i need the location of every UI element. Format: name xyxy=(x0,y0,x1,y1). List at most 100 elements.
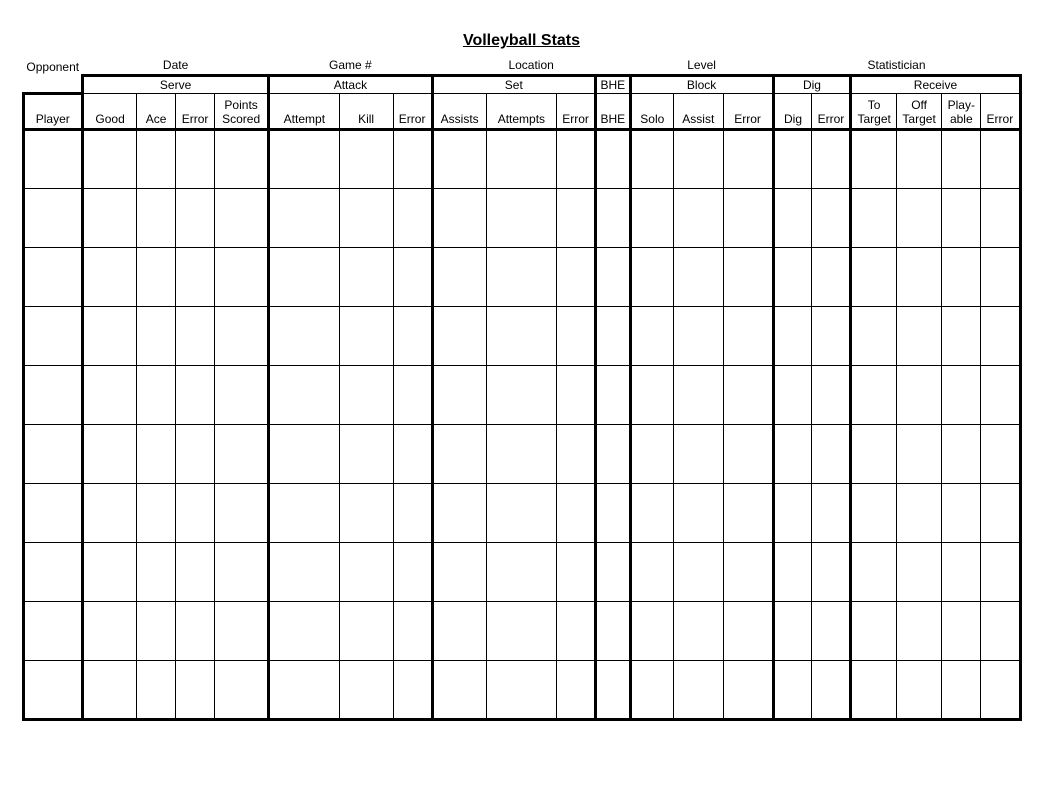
cell xyxy=(630,130,673,189)
cell xyxy=(896,543,941,602)
cell xyxy=(723,543,773,602)
col-bhe: BHE xyxy=(596,94,631,130)
cell xyxy=(630,189,673,248)
cell xyxy=(596,484,631,543)
cell xyxy=(137,307,176,366)
page-title: Volleyball Stats xyxy=(20,32,1023,50)
cell xyxy=(339,484,393,543)
cell xyxy=(981,543,1020,602)
cell xyxy=(812,189,851,248)
cell xyxy=(673,189,723,248)
cell xyxy=(432,425,486,484)
cell xyxy=(269,366,339,425)
cell xyxy=(630,661,673,720)
cell xyxy=(23,661,83,720)
cell xyxy=(896,248,941,307)
cell xyxy=(812,484,851,543)
cell xyxy=(557,307,596,366)
col-assist: Assist xyxy=(673,94,723,130)
cell xyxy=(630,425,673,484)
cell xyxy=(596,189,631,248)
table-row xyxy=(23,484,1020,543)
cell xyxy=(23,307,83,366)
cell xyxy=(269,130,339,189)
cell xyxy=(393,425,432,484)
cell xyxy=(773,661,812,720)
cell xyxy=(432,307,486,366)
cell xyxy=(215,189,269,248)
cell xyxy=(896,307,941,366)
cell xyxy=(137,543,176,602)
cell xyxy=(23,248,83,307)
cell xyxy=(176,425,215,484)
col-dig: Dig xyxy=(773,94,812,130)
cell xyxy=(23,130,83,189)
cell xyxy=(981,307,1020,366)
cell xyxy=(137,248,176,307)
cell xyxy=(981,484,1020,543)
col-playable: Play- able xyxy=(942,94,981,130)
table-row xyxy=(23,602,1020,661)
cell xyxy=(339,307,393,366)
cell xyxy=(176,248,215,307)
cell xyxy=(673,130,723,189)
cell xyxy=(630,307,673,366)
cell xyxy=(812,366,851,425)
cell xyxy=(215,248,269,307)
cell xyxy=(269,307,339,366)
cell xyxy=(269,425,339,484)
table-row xyxy=(23,425,1020,484)
cell xyxy=(215,307,269,366)
cell xyxy=(773,248,812,307)
col-player: Player xyxy=(23,94,83,130)
cell xyxy=(981,425,1020,484)
cell xyxy=(896,189,941,248)
col-good: Good xyxy=(83,94,137,130)
cell xyxy=(723,602,773,661)
cell xyxy=(269,484,339,543)
cell xyxy=(773,189,812,248)
cell xyxy=(432,661,486,720)
cell xyxy=(942,248,981,307)
cell xyxy=(630,602,673,661)
cell xyxy=(851,602,896,661)
cell xyxy=(773,130,812,189)
cell xyxy=(269,248,339,307)
cell xyxy=(176,661,215,720)
cell xyxy=(851,189,896,248)
cell xyxy=(339,425,393,484)
cell xyxy=(557,484,596,543)
cell xyxy=(432,130,486,189)
cell xyxy=(215,366,269,425)
cell xyxy=(723,189,773,248)
col-error-block: Error xyxy=(723,94,773,130)
cell xyxy=(812,543,851,602)
cell xyxy=(723,484,773,543)
cell xyxy=(942,543,981,602)
cell xyxy=(557,366,596,425)
cell xyxy=(176,602,215,661)
cell xyxy=(393,307,432,366)
cell xyxy=(486,307,556,366)
cell xyxy=(393,248,432,307)
cell xyxy=(773,543,812,602)
cell xyxy=(851,484,896,543)
cell xyxy=(23,189,83,248)
cell xyxy=(432,602,486,661)
table-row xyxy=(23,307,1020,366)
cell xyxy=(176,543,215,602)
group-header-row: Serve Attack Set BHE Block Dig Receive xyxy=(23,76,1020,94)
cell xyxy=(981,602,1020,661)
cell xyxy=(851,248,896,307)
cell xyxy=(339,661,393,720)
cell xyxy=(673,366,723,425)
col-error-attack: Error xyxy=(393,94,432,130)
cell xyxy=(851,661,896,720)
cell xyxy=(176,484,215,543)
cell xyxy=(896,130,941,189)
cell xyxy=(486,189,556,248)
cell xyxy=(215,602,269,661)
cell xyxy=(851,366,896,425)
cell xyxy=(393,130,432,189)
sub-header-row: Player Good Ace Error Points Scored Atte… xyxy=(23,94,1020,130)
